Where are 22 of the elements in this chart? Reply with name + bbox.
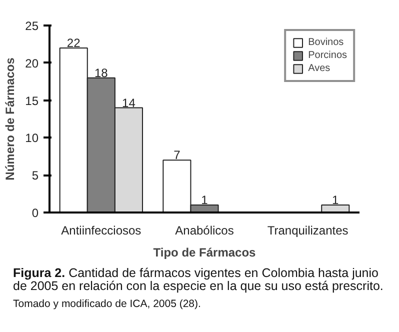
text: Tomado y modificado de ICA, 2005 (28). <box>13 297 202 312</box>
y-tick-label: 20 <box>25 56 39 70</box>
legend-label: Bovinos <box>308 37 344 48</box>
y-tick-label: 10 <box>25 131 39 146</box>
x-tick-label: Tranquilizantes <box>267 224 348 238</box>
y-tick-label: 25 <box>25 19 39 33</box>
data-label: 7 <box>174 148 181 162</box>
y-tick-label: 0 <box>32 206 39 220</box>
text: Figura 2. Cantidad de fármacos vigentes en Colombia hasta junio de 2005 en relación con la especie en la que su uso está prescrito. <box>13 266 384 294</box>
data-label: 18 <box>94 66 108 80</box>
y-axis-title: Número de Fármacos <box>3 57 18 180</box>
y-tick-label: 15 <box>25 94 39 108</box>
data-label: 1 <box>201 193 208 208</box>
x-tick-label: Anabólicos <box>175 224 234 238</box>
x-tick-label: Antiinfecciosos <box>61 224 142 238</box>
data-label: 22 <box>66 36 81 50</box>
data-label: 14 <box>122 96 136 110</box>
y-tick-label: 5 <box>32 168 39 183</box>
data-label: 1 <box>332 193 340 208</box>
legend-label: Porcinos <box>308 50 347 61</box>
x-axis-title: Tipo de Fármacos <box>153 246 256 260</box>
legend-label: Aves <box>308 63 330 74</box>
